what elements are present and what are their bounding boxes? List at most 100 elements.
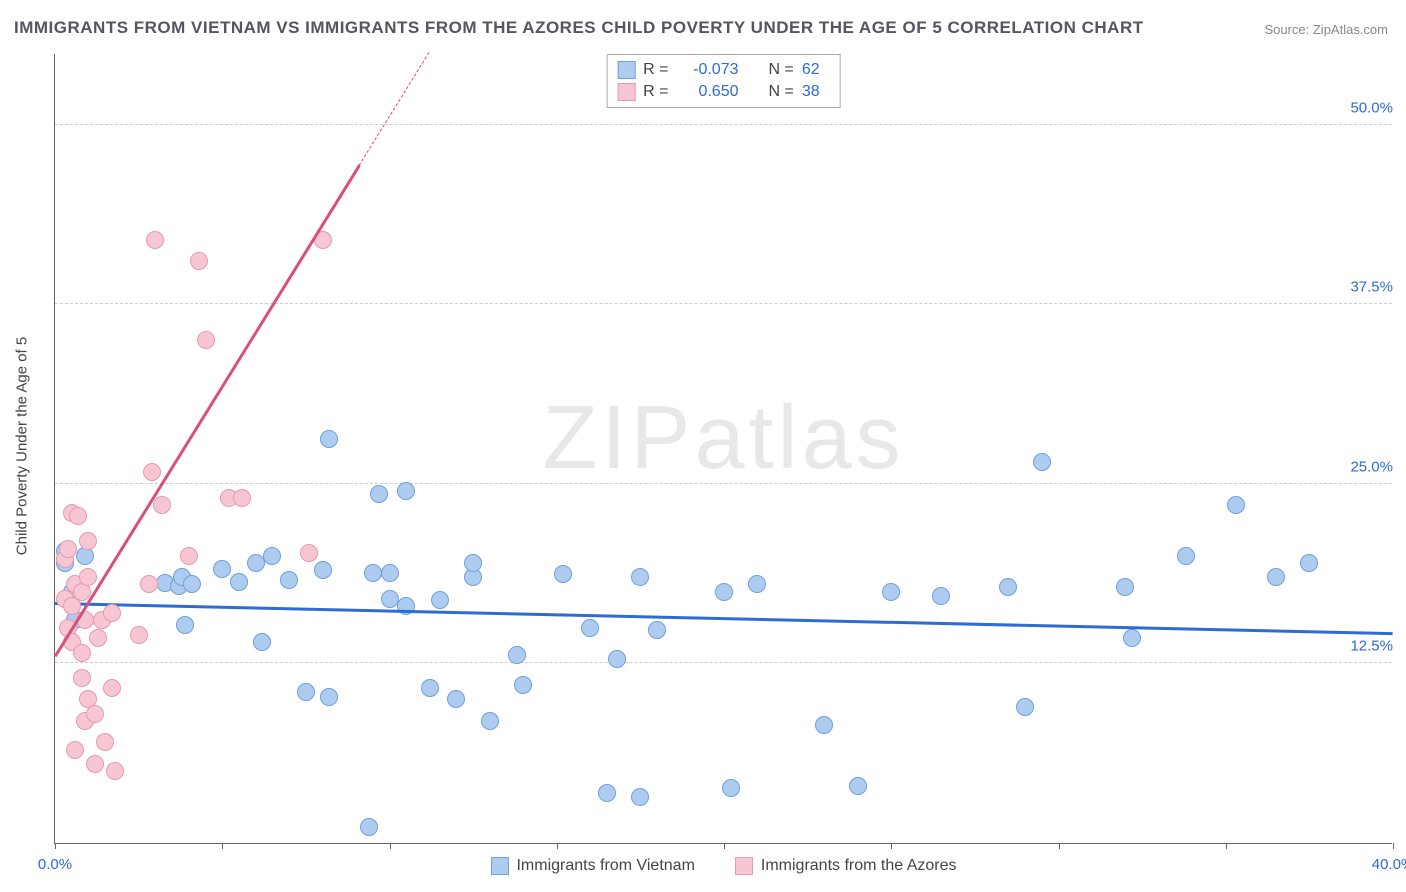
legend-n-label: N =: [769, 81, 794, 103]
data-point-vietnam: [999, 578, 1017, 596]
data-point-vietnam: [1267, 568, 1285, 586]
legend-n-value: 62: [802, 59, 830, 81]
data-point-vietnam: [421, 679, 439, 697]
data-point-vietnam: [370, 485, 388, 503]
data-point-vietnam: [608, 650, 626, 668]
source-value: ZipAtlas.com: [1313, 22, 1388, 37]
data-point-vietnam: [715, 583, 733, 601]
correlation-legend-row-vietnam: R = -0.073N = 62: [617, 59, 830, 81]
data-point-azores: [73, 669, 91, 687]
data-point-vietnam: [297, 683, 315, 701]
data-point-vietnam: [481, 712, 499, 730]
data-point-vietnam: [447, 690, 465, 708]
x-tick: [724, 843, 725, 849]
x-axis-label-left: 0.0%: [38, 856, 72, 873]
data-point-azores: [66, 741, 84, 759]
data-point-vietnam: [1227, 496, 1245, 514]
data-point-vietnam: [1300, 554, 1318, 572]
data-point-vietnam: [464, 554, 482, 572]
x-tick: [390, 843, 391, 849]
data-point-vietnam: [722, 779, 740, 797]
y-tick-label: 50.0%: [1346, 99, 1397, 116]
data-point-vietnam: [176, 616, 194, 634]
legend-r-label: R =: [643, 81, 668, 103]
x-tick: [222, 843, 223, 849]
legend-n-value: 38: [802, 81, 830, 103]
legend-swatch-vietnam-icon: [617, 61, 635, 79]
trend-line-vietnam: [55, 602, 1393, 635]
legend-r-value: -0.073: [677, 59, 739, 81]
correlation-legend: R = -0.073N = 62R = 0.650 N = 38: [606, 54, 841, 108]
series-legend-label: Immigrants from Vietnam: [516, 857, 694, 875]
data-point-vietnam: [598, 784, 616, 802]
data-point-azores: [59, 540, 77, 558]
data-point-azores: [73, 644, 91, 662]
data-point-vietnam: [581, 619, 599, 637]
gridline: [55, 303, 1392, 304]
legend-swatch-azores-icon: [617, 83, 635, 101]
data-point-azores: [103, 604, 121, 622]
trend-line-azores: [54, 165, 361, 658]
gridline: [55, 124, 1392, 125]
plot-area: ZIPatlas R = -0.073N = 62R = 0.650 N = 38…: [54, 54, 1392, 844]
data-point-azores: [86, 705, 104, 723]
data-point-azores: [89, 629, 107, 647]
data-point-vietnam: [849, 777, 867, 795]
y-tick-label: 25.0%: [1346, 458, 1397, 475]
x-tick: [1059, 843, 1060, 849]
data-point-azores: [180, 547, 198, 565]
data-point-vietnam: [932, 587, 950, 605]
x-tick: [1226, 843, 1227, 849]
legend-swatch-vietnam-icon: [490, 857, 508, 875]
data-point-vietnam: [381, 590, 399, 608]
x-tick: [55, 843, 56, 849]
series-legend-label: Immigrants from the Azores: [761, 857, 957, 875]
legend-r-label: R =: [643, 59, 668, 81]
data-point-vietnam: [1116, 578, 1134, 596]
data-point-azores: [103, 679, 121, 697]
data-point-vietnam: [397, 482, 415, 500]
legend-r-value: 0.650: [677, 81, 739, 103]
data-point-vietnam: [554, 565, 572, 583]
data-point-azores: [197, 331, 215, 349]
data-point-azores: [140, 575, 158, 593]
data-point-azores: [190, 252, 208, 270]
data-point-vietnam: [230, 573, 248, 591]
chart-title: IMMIGRANTS FROM VIETNAM VS IMMIGRANTS FR…: [14, 18, 1144, 38]
data-point-azores: [106, 762, 124, 780]
data-point-vietnam: [1177, 547, 1195, 565]
data-point-vietnam: [320, 430, 338, 448]
x-axis-label-right: 40.0%: [1372, 856, 1406, 873]
data-point-vietnam: [253, 633, 271, 651]
data-point-azores: [130, 626, 148, 644]
trend-line-azores-extrapolated: [359, 52, 430, 166]
source-label: Source:: [1264, 22, 1312, 37]
data-point-vietnam: [508, 646, 526, 664]
data-point-vietnam: [1123, 629, 1141, 647]
data-point-azores: [146, 231, 164, 249]
data-point-vietnam: [748, 575, 766, 593]
data-point-azores: [79, 568, 97, 586]
correlation-legend-row-azores: R = 0.650 N = 38: [617, 81, 830, 103]
x-tick: [891, 843, 892, 849]
data-point-vietnam: [364, 564, 382, 582]
data-point-vietnam: [882, 583, 900, 601]
watermark: ZIPatlas: [542, 387, 904, 490]
series-legend: Immigrants from Vietnam Immigrants from t…: [490, 857, 956, 875]
data-point-vietnam: [320, 688, 338, 706]
y-tick-label: 37.5%: [1346, 279, 1397, 296]
legend-swatch-azores-icon: [735, 857, 753, 875]
series-legend-item-azores: Immigrants from the Azores: [735, 857, 957, 875]
data-point-vietnam: [648, 621, 666, 639]
data-point-vietnam: [1033, 453, 1051, 471]
data-point-vietnam: [314, 561, 332, 579]
data-point-vietnam: [280, 571, 298, 589]
data-point-vietnam: [263, 547, 281, 565]
data-point-vietnam: [247, 554, 265, 572]
gridline: [55, 662, 1392, 663]
data-point-vietnam: [360, 818, 378, 836]
data-point-vietnam: [815, 716, 833, 734]
data-point-vietnam: [183, 575, 201, 593]
series-legend-item-vietnam: Immigrants from Vietnam: [490, 857, 694, 875]
data-point-azores: [300, 544, 318, 562]
